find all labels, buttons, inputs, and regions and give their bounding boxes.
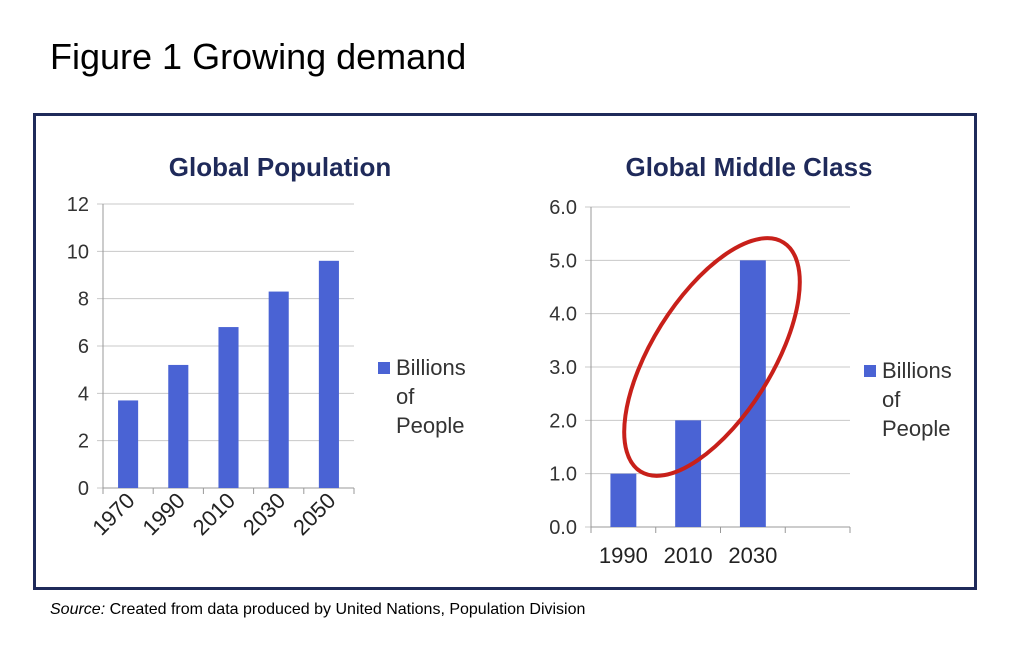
y-tick-label: 6.0 xyxy=(549,197,577,219)
bar-1990 xyxy=(168,364,189,488)
source-label: Source: xyxy=(50,601,106,618)
legend-label: Billions xyxy=(882,358,952,383)
bar-1990 xyxy=(610,473,637,527)
y-tick-label: 1.0 xyxy=(549,464,577,486)
charts-canvas: Global Population02468101219701990201020… xyxy=(67,152,952,568)
source-note: Source: Created from data produced by Un… xyxy=(50,601,585,619)
y-tick-label: 6 xyxy=(78,336,89,358)
x-tick-label: 2010 xyxy=(664,543,713,568)
x-tick-label: 2050 xyxy=(288,488,340,540)
population-chart: Global Population02468101219701990201020… xyxy=(67,152,466,540)
x-tick-label: 1970 xyxy=(87,488,139,540)
legend-swatch xyxy=(864,365,876,377)
y-tick-label: 4.0 xyxy=(549,304,577,326)
y-tick-label: 12 xyxy=(67,194,89,216)
x-tick-label: 1990 xyxy=(138,488,190,540)
y-tick-label: 4 xyxy=(78,383,89,405)
y-tick-label: 3.0 xyxy=(549,357,577,379)
x-tick-label: 2030 xyxy=(238,488,290,540)
legend-label: of xyxy=(882,387,901,412)
legend-label: of xyxy=(396,384,415,409)
middle-class-chart: Global Middle Class 0.0 1.0 2.0 3.0 4.0 5.0 6.0… xyxy=(549,152,952,568)
chart-title: Global Population xyxy=(169,152,391,182)
x-tick-label: 1990 xyxy=(599,543,648,568)
bar-2010 xyxy=(675,420,702,527)
x-tick-label: 2030 xyxy=(728,543,777,568)
bar-2010 xyxy=(218,327,239,488)
y-tick-label: 2 xyxy=(78,431,89,453)
legend-label: People xyxy=(396,413,465,438)
figure-title: Figure 1 Growing demand xyxy=(50,36,467,77)
chart-frame: Global Population 0 2 4 6 8 10 12 1970 1990 2010 20… xyxy=(33,113,977,590)
y-tick-label: 0 xyxy=(78,478,89,500)
x-tick-label: 2010 xyxy=(188,488,240,540)
y-tick-label: 8 xyxy=(78,289,89,311)
highlight-ellipse xyxy=(622,236,802,478)
y-tick-label: 5.0 xyxy=(549,250,577,272)
legend-swatch xyxy=(378,362,390,374)
y-tick-label: 10 xyxy=(67,241,89,263)
chart-title: Global Middle Class xyxy=(625,152,872,182)
legend-label: Billions xyxy=(396,355,466,380)
y-tick-label: 0.0 xyxy=(549,517,577,539)
bar-2030 xyxy=(268,291,289,488)
bar-2050 xyxy=(318,260,339,488)
legend-label: People xyxy=(882,416,951,441)
source-text: Created from data produced by United Nat… xyxy=(105,601,586,618)
y-tick-label: 2.0 xyxy=(549,410,577,432)
bar-1970 xyxy=(118,400,139,488)
